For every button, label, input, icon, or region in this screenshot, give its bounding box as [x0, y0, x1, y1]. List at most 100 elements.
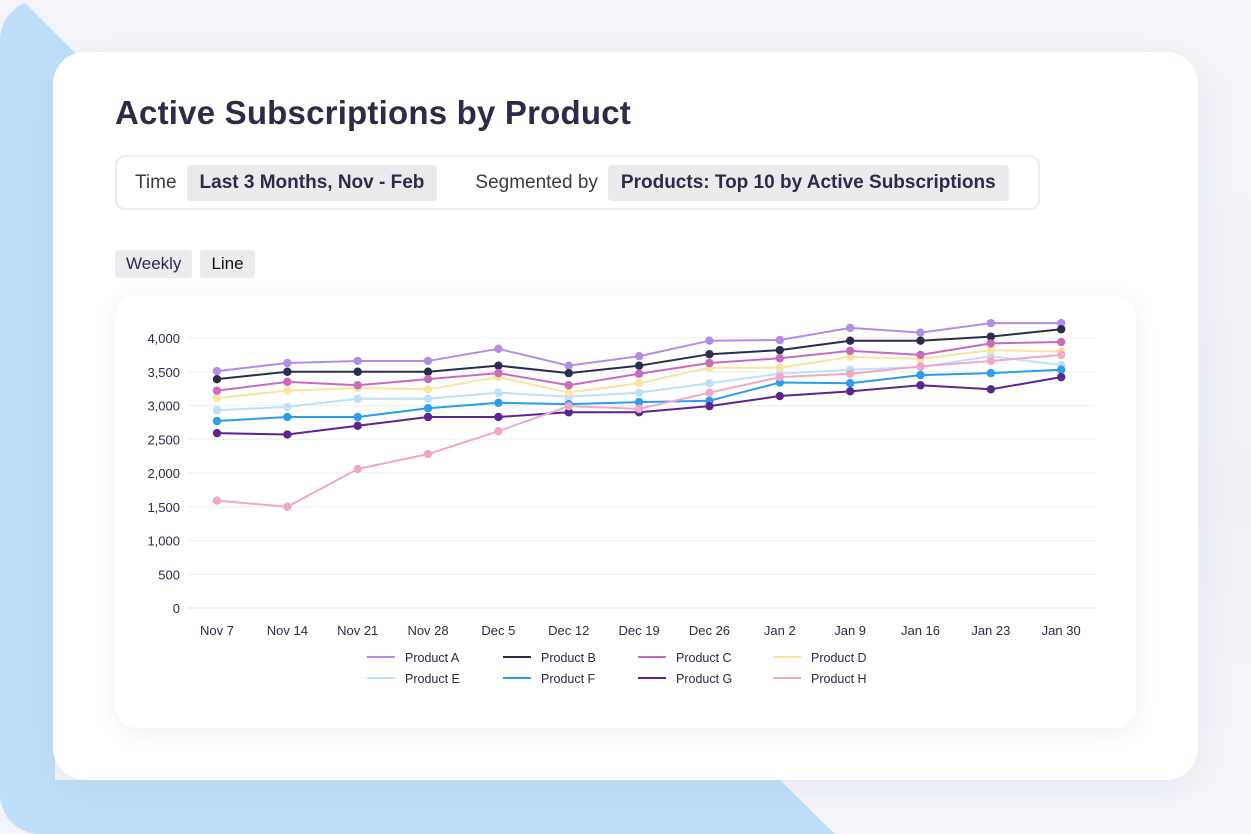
- data-point[interactable]: [1057, 365, 1066, 374]
- data-point[interactable]: [916, 328, 925, 337]
- data-point[interactable]: [353, 356, 362, 366]
- data-point[interactable]: [705, 388, 714, 397]
- data-point[interactable]: [212, 406, 222, 415]
- data-point[interactable]: [283, 402, 292, 412]
- data-point[interactable]: [212, 386, 222, 395]
- data-point[interactable]: [775, 391, 784, 401]
- data-point[interactable]: [494, 361, 503, 370]
- legend-item[interactable]: Product A: [367, 651, 460, 665]
- data-point[interactable]: [564, 388, 573, 397]
- data-point[interactable]: [705, 379, 714, 388]
- data-point[interactable]: [423, 404, 433, 413]
- data-point[interactable]: [1057, 350, 1066, 360]
- data-point[interactable]: [705, 358, 714, 368]
- data-point[interactable]: [564, 368, 573, 378]
- data-point[interactable]: [986, 318, 996, 328]
- data-point[interactable]: [283, 502, 292, 511]
- data-point[interactable]: [634, 379, 644, 388]
- data-point[interactable]: [423, 385, 433, 394]
- data-point[interactable]: [283, 412, 292, 422]
- data-point[interactable]: [1057, 337, 1066, 347]
- chart-type-toggle[interactable]: Line: [200, 250, 255, 278]
- data-point[interactable]: [775, 354, 784, 363]
- data-point[interactable]: [845, 379, 855, 388]
- data-point[interactable]: [775, 335, 784, 345]
- data-point[interactable]: [634, 369, 644, 378]
- data-point[interactable]: [212, 393, 222, 403]
- data-point[interactable]: [423, 412, 433, 422]
- data-point[interactable]: [845, 352, 855, 362]
- data-point[interactable]: [634, 352, 644, 361]
- data-point[interactable]: [353, 381, 362, 390]
- data-point[interactable]: [705, 401, 714, 411]
- data-point[interactable]: [916, 381, 925, 390]
- legend-item[interactable]: Product E: [367, 672, 460, 686]
- data-point[interactable]: [494, 368, 503, 378]
- data-point[interactable]: [212, 496, 222, 505]
- data-point[interactable]: [986, 339, 996, 348]
- data-point[interactable]: [986, 368, 996, 378]
- data-point[interactable]: [775, 372, 784, 382]
- data-point[interactable]: [1057, 318, 1066, 328]
- data-point[interactable]: [353, 394, 362, 403]
- data-point[interactable]: [283, 430, 292, 439]
- legend-item[interactable]: Product B: [503, 651, 596, 665]
- data-point[interactable]: [283, 377, 292, 387]
- data-point[interactable]: [353, 367, 362, 376]
- data-point[interactable]: [494, 388, 503, 397]
- legend-item[interactable]: Product H: [773, 672, 867, 686]
- data-point[interactable]: [986, 356, 996, 366]
- data-point[interactable]: [845, 369, 855, 378]
- time-filter-dropdown[interactable]: Last 3 Months, Nov - Feb: [186, 164, 438, 201]
- data-point[interactable]: [705, 350, 714, 359]
- data-point[interactable]: [845, 346, 855, 356]
- data-point[interactable]: [212, 428, 222, 438]
- data-point[interactable]: [564, 361, 573, 370]
- data-point[interactable]: [423, 374, 433, 384]
- data-point[interactable]: [775, 345, 784, 355]
- data-point[interactable]: [423, 367, 433, 376]
- data-point[interactable]: [494, 412, 503, 422]
- data-point[interactable]: [634, 397, 644, 407]
- data-point[interactable]: [1057, 325, 1066, 334]
- data-point[interactable]: [212, 374, 222, 384]
- data-point[interactable]: [705, 336, 714, 345]
- data-point[interactable]: [634, 388, 644, 397]
- data-point[interactable]: [423, 449, 433, 459]
- data-point[interactable]: [423, 394, 433, 403]
- data-point[interactable]: [775, 363, 784, 372]
- data-point[interactable]: [916, 350, 925, 360]
- data-point[interactable]: [423, 356, 433, 366]
- data-point[interactable]: [986, 385, 996, 394]
- data-point[interactable]: [353, 412, 362, 422]
- data-point[interactable]: [283, 358, 292, 368]
- legend-item[interactable]: Product C: [638, 651, 732, 665]
- data-point[interactable]: [212, 366, 222, 376]
- data-point[interactable]: [634, 404, 644, 414]
- data-point[interactable]: [564, 408, 573, 417]
- data-point[interactable]: [353, 421, 362, 430]
- legend-item[interactable]: Product D: [773, 651, 867, 665]
- legend-item[interactable]: Product G: [638, 672, 732, 686]
- data-point[interactable]: [634, 361, 644, 370]
- data-point[interactable]: [916, 370, 925, 380]
- data-point[interactable]: [845, 323, 855, 333]
- data-point[interactable]: [564, 401, 573, 411]
- data-point[interactable]: [845, 387, 855, 396]
- data-point[interactable]: [283, 386, 292, 395]
- legend-item[interactable]: Product F: [503, 672, 596, 686]
- data-point[interactable]: [845, 336, 855, 345]
- data-point[interactable]: [1057, 372, 1066, 382]
- granularity-toggle[interactable]: Weekly: [115, 250, 193, 278]
- data-point[interactable]: [283, 367, 292, 376]
- data-point[interactable]: [986, 332, 996, 341]
- data-point[interactable]: [353, 464, 362, 474]
- data-point[interactable]: [916, 336, 925, 345]
- data-point[interactable]: [986, 345, 996, 355]
- data-point[interactable]: [916, 362, 925, 371]
- data-point[interactable]: [212, 416, 222, 426]
- data-point[interactable]: [564, 381, 573, 390]
- segment-filter-dropdown[interactable]: Products: Top 10 by Active Subscriptions: [607, 164, 1009, 201]
- data-point[interactable]: [494, 398, 503, 407]
- data-point[interactable]: [494, 426, 503, 436]
